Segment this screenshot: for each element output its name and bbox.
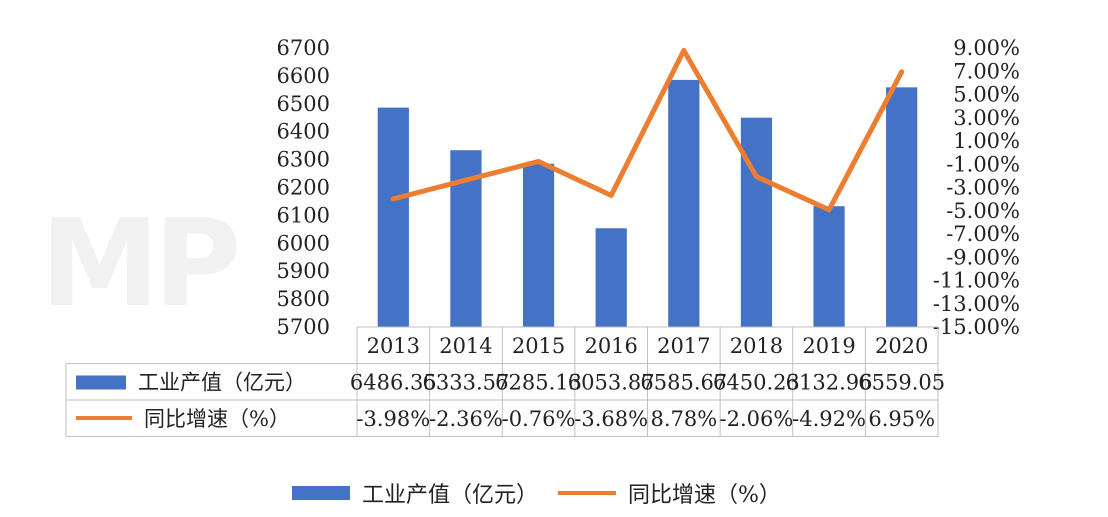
- y-right-tick-label: -11.00%: [933, 269, 1020, 293]
- line-point: [681, 48, 687, 54]
- watermark-logo: MP: [40, 195, 241, 334]
- line-point: [463, 177, 469, 183]
- y-left-tick-label: 6100: [277, 203, 330, 227]
- line-point: [536, 158, 542, 164]
- y-right-tick-label: 3.00%: [953, 106, 1020, 130]
- bar: [522, 163, 555, 327]
- y-left-tick-label: 6000: [277, 231, 330, 255]
- y-right-tick-label: -1.00%: [946, 152, 1020, 176]
- table-cell-line-value: -2.36%: [429, 407, 503, 431]
- table-cell-bar-value: 6585.67: [640, 371, 727, 395]
- legend-bar-swatch: [292, 486, 350, 500]
- line-point: [826, 207, 832, 213]
- legend: 工业产值（亿元） 同比增速（%）: [292, 476, 801, 510]
- table-row-label-line: 同比增速（%）: [144, 407, 290, 431]
- y-right-tick-label: 9.00%: [953, 36, 1020, 60]
- table-key-bar: [76, 375, 126, 390]
- y-right-tick-label: -15.00%: [933, 315, 1020, 339]
- x-tick-label: 2016: [584, 334, 637, 358]
- table-cell-bar-value: 6285.13: [495, 371, 582, 395]
- y-right-tick-label: 7.00%: [953, 59, 1020, 83]
- x-tick-label: 2018: [730, 334, 783, 358]
- table-cell-line-value: -0.76%: [502, 407, 576, 431]
- line-point: [753, 174, 759, 180]
- y-left-tick-label: 6700: [277, 36, 330, 60]
- y-left-tick-label: 5800: [277, 287, 330, 311]
- table-cell-line-value: 6.95%: [868, 407, 935, 431]
- bar: [740, 117, 773, 328]
- bar: [813, 206, 845, 327]
- y-left-tick-label: 5700: [277, 315, 330, 339]
- y-left-tick-label: 6200: [277, 176, 330, 200]
- table-cell-line-value: -4.92%: [792, 407, 866, 431]
- bar: [886, 87, 918, 328]
- x-tick-label: 2014: [439, 334, 492, 358]
- x-tick-label: 2019: [802, 334, 855, 358]
- legend-line-swatch: [558, 491, 617, 495]
- table-cell-line-value: -2.06%: [720, 407, 794, 431]
- line-point: [899, 69, 905, 75]
- table-cell-bar-value: 6486.35: [350, 371, 437, 395]
- bar: [377, 107, 409, 327]
- table-cell-line-value: 8.78%: [650, 407, 717, 431]
- y-right-tick-label: -5.00%: [946, 199, 1020, 223]
- table-cell-bar-value: 6559.05: [858, 371, 945, 395]
- y-right-tick-label: 5.00%: [953, 83, 1020, 107]
- y-right-tick-label: -9.00%: [946, 245, 1020, 269]
- table-cell-bar-value: 6333.57: [423, 371, 510, 395]
- y-left-tick-label: 5900: [277, 259, 330, 283]
- y-left-tick-label: 6400: [277, 120, 330, 144]
- bar: [668, 79, 700, 327]
- y-right-tick-label: 1.00%: [953, 129, 1020, 153]
- y-right-tick-label: -7.00%: [946, 222, 1020, 246]
- y-left-tick-label: 6300: [277, 148, 330, 172]
- bar: [595, 228, 627, 327]
- line-series: [390, 48, 905, 213]
- x-tick-label: 2013: [367, 334, 420, 358]
- table-row-label-bar: 工业产值（亿元）: [138, 371, 306, 395]
- x-tick-label: 2020: [875, 334, 928, 358]
- table-cell-bar-value: 6132.96: [786, 371, 873, 395]
- legend-item-bar: 工业产值（亿元）: [292, 477, 538, 509]
- combo-chart: 6700 6600 6500 6400 6300 6200 6100 6000 5900 5800…: [65, 36, 1020, 437]
- line-point: [608, 192, 614, 198]
- y-left-tick-label: 6500: [277, 92, 330, 116]
- table-cell-line-value: -3.68%: [574, 407, 648, 431]
- x-tick-label: 2015: [512, 334, 565, 358]
- y-left-tick-label: 6600: [277, 64, 330, 88]
- table-cell-bar-value: 6450.23: [713, 371, 800, 395]
- legend-label-line: 同比增速（%）: [628, 483, 781, 508]
- legend-item-line: 同比增速（%）: [558, 477, 781, 509]
- line-point: [390, 196, 396, 202]
- legend-label-bar: 工业产值（亿元）: [362, 483, 539, 508]
- table-cell-line-value: -3.98%: [356, 407, 430, 431]
- x-tick-label: 2017: [657, 334, 710, 358]
- y-right-tick-label: -13.00%: [933, 292, 1020, 316]
- y-right-tick-label: -3.00%: [946, 176, 1020, 200]
- table-cell-bar-value: 6053.87: [568, 371, 655, 395]
